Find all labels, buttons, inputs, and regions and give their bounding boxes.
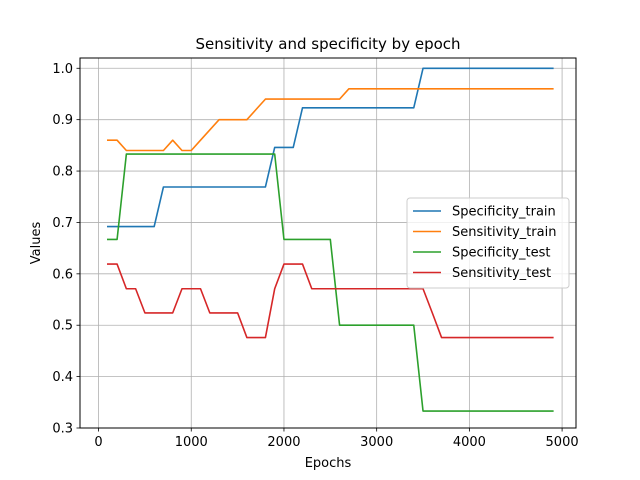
legend-label: Sensitivity_test — [452, 266, 551, 281]
series-line-sensitivity-train — [107, 88, 554, 152]
x-tick-label: 0 — [94, 435, 102, 450]
x-axis-label: Epochs — [305, 456, 352, 471]
y-axis-label: Values — [29, 222, 44, 265]
y-axis: 0.3 0.4 0.5 0.6 0.7 0.8 0.9 1.0 — [52, 62, 80, 437]
y-tick-label: 0.4 — [52, 370, 73, 385]
x-tick-label: 2000 — [267, 435, 300, 450]
legend-label: Sensitivity_train — [452, 225, 556, 240]
y-tick-label: 0.5 — [52, 319, 73, 334]
legend-box — [406, 197, 570, 289]
legend-label: Specificity_test — [452, 246, 550, 261]
y-tick-label: 0.3 — [52, 422, 73, 437]
x-tick-label: 4000 — [453, 435, 486, 450]
series-line-sensitivity-test — [107, 263, 554, 339]
series-group — [107, 67, 554, 412]
series-line-specificity-train — [107, 67, 554, 228]
y-tick-label: 0.8 — [52, 165, 73, 180]
series-line-specificity-test — [107, 153, 554, 412]
legend-label: Specificity_train — [452, 205, 556, 220]
y-tick-label: 0.6 — [52, 267, 73, 282]
plot-frame — [79, 57, 577, 429]
x-tick-label: 5000 — [546, 435, 579, 450]
x-axis: 0 1000 2000 3000 4000 5000 — [94, 428, 579, 450]
y-tick-label: 1.0 — [52, 62, 73, 77]
x-tick-label: 1000 — [175, 435, 208, 450]
chart-title: Sensitivity and specificity by epoch — [195, 35, 460, 53]
y-tick-label: 0.7 — [52, 216, 73, 231]
x-tick-label: 3000 — [360, 435, 393, 450]
legend: Specificity_train Sensitivity_train Specif… — [406, 197, 570, 289]
y-tick-label: 0.9 — [52, 113, 73, 128]
